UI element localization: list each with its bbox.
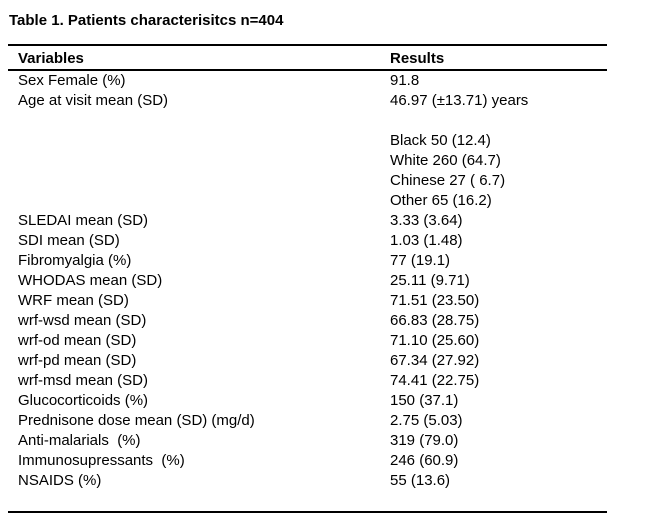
variable-cell <box>8 491 390 512</box>
variable-cell: WHODAS mean (SD) <box>18 272 163 289</box>
table-row: Fibromyalgia (%) 77 (19.1) <box>8 251 607 271</box>
table-row: wrf-od mean (SD) 71.10 (25.60) <box>8 331 607 351</box>
result-cell: 319 (79.0) <box>390 432 459 449</box>
table-row: WRF mean (SD) 71.51 (23.50) <box>8 291 607 311</box>
table-body: Sex Female (%) 91.8 Age at visit mean (SD)… <box>8 70 607 512</box>
variable-cell: Fibromyalgia (%) <box>18 252 132 269</box>
variable-cell: WRF mean (SD) <box>18 292 129 309</box>
variable-cell: wrf-od mean (SD) <box>18 332 137 349</box>
variable-cell: Age at visit mean (SD) <box>18 92 169 109</box>
table-row: Chinese 27 ( 6.7) <box>8 171 607 191</box>
result-cell: 74.41 (22.75) <box>390 372 480 389</box>
table-row <box>8 111 607 131</box>
table-row <box>8 491 607 512</box>
result-cell: 246 (60.9) <box>390 452 459 469</box>
table-row: SDI mean (SD) 1.03 (1.48) <box>8 231 607 251</box>
variable-cell: NSAIDS (%) <box>18 472 102 489</box>
table-row: White 260 (64.7) <box>8 151 607 171</box>
table-row: Sex Female (%) 91.8 <box>8 70 607 91</box>
result-cell: 1.03 (1.48) <box>390 232 463 249</box>
column-header-results: Results <box>390 45 607 71</box>
variable-cell: Sex Female (%) <box>18 72 126 89</box>
patients-characteristics-table: Variables Results Sex Female (%) 91.8 Age … <box>8 44 607 513</box>
table-row: wrf-msd mean (SD) 74.41 (22.75) <box>8 371 607 391</box>
table-row: Black 50 (12.4) <box>8 131 607 151</box>
result-cell: 67.34 (27.92) <box>390 352 480 369</box>
result-cell: 71.51 (23.50) <box>390 292 480 309</box>
result-cell: 77 (19.1) <box>390 252 451 269</box>
table-row: Prednisone dose mean (SD) (mg/d) 2.75 (5.… <box>8 411 607 431</box>
table-row: Other 65 (16.2) <box>8 191 607 211</box>
table-row: WHODAS mean (SD) 25.11 (9.71) <box>8 271 607 291</box>
table-row: wrf-wsd mean (SD) 66.83 (28.75) <box>8 311 607 331</box>
result-cell: White 260 (64.7) <box>390 152 501 169</box>
variable-cell: wrf-msd mean (SD) <box>18 372 149 389</box>
variable-cell <box>8 171 390 191</box>
result-cell: Black 50 (12.4) <box>390 132 491 149</box>
table-row: Immunosupressants (%) 246 (60.9) <box>8 451 607 471</box>
result-cell: 150 (37.1) <box>390 392 459 409</box>
variable-cell <box>8 131 390 151</box>
result-cell: 91.8 <box>390 72 420 89</box>
table-row: Glucocorticoids (%) 150 (37.1) <box>8 391 607 411</box>
result-cell: 3.33 (3.64) <box>390 212 463 229</box>
variable-cell: Immunosupressants (%) <box>18 452 185 469</box>
header-row: Variables Results <box>8 45 607 71</box>
result-cell: Chinese 27 ( 6.7) <box>390 172 506 189</box>
result-cell: 2.75 (5.03) <box>390 412 463 429</box>
result-cell: 25.11 (9.71) <box>390 272 470 289</box>
variable-cell <box>8 151 390 171</box>
result-cell: 46.97 (±13.71) years <box>390 92 529 109</box>
variable-cell: Anti-malarials (%) <box>18 432 141 449</box>
variable-cell: Glucocorticoids (%) <box>18 392 149 409</box>
variable-cell <box>8 111 390 131</box>
result-cell <box>390 111 607 131</box>
table-row: NSAIDS (%) 55 (13.6) <box>8 471 607 491</box>
variable-cell: wrf-wsd mean (SD) <box>18 312 147 329</box>
column-header-variables: Variables <box>8 45 390 71</box>
variable-cell: SLEDAI mean (SD) <box>18 212 149 229</box>
table-row: wrf-pd mean (SD) 67.34 (27.92) <box>8 351 607 371</box>
table-row: Anti-malarials (%) 319 (79.0) <box>8 431 607 451</box>
variable-cell <box>8 191 390 211</box>
variable-cell: wrf-pd mean (SD) <box>18 352 137 369</box>
variable-cell: Prednisone dose mean (SD) (mg/d) <box>18 412 255 429</box>
variable-cell: SDI mean (SD) <box>18 232 120 249</box>
result-cell <box>390 491 607 512</box>
table-row: SLEDAI mean (SD) 3.33 (3.64) <box>8 211 607 231</box>
table-title: Table 1. Patients characterisitcs n=404 <box>9 12 284 29</box>
table-header: Variables Results <box>8 45 607 71</box>
result-cell: 66.83 (28.75) <box>390 312 480 329</box>
result-cell: 71.10 (25.60) <box>390 332 480 349</box>
result-cell: 55 (13.6) <box>390 472 451 489</box>
table-row: Age at visit mean (SD) 46.97 (±13.71) yea… <box>8 91 607 111</box>
result-cell: Other 65 (16.2) <box>390 192 492 209</box>
